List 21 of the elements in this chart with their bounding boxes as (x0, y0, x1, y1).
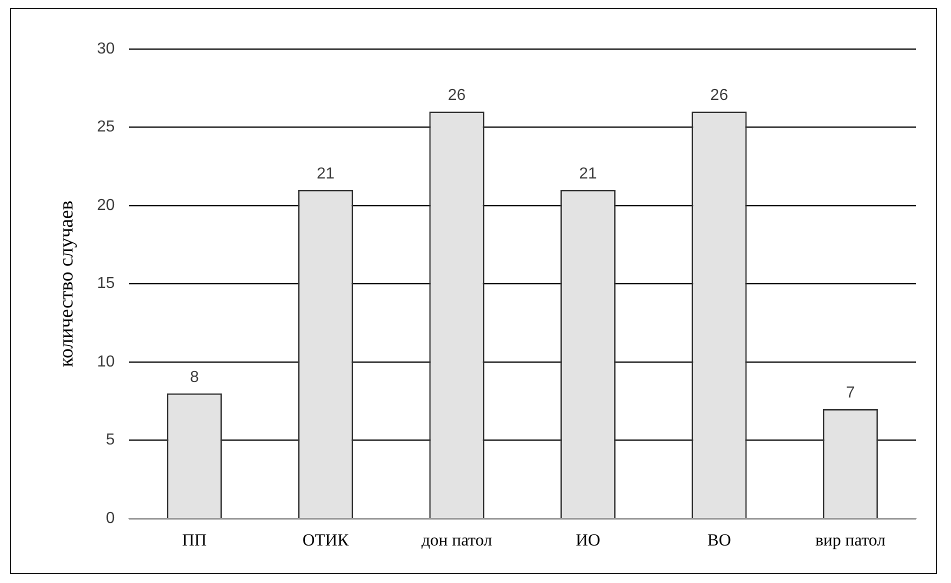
data-label: 26 (448, 87, 466, 104)
y-tick-label: 30 (97, 40, 115, 58)
chart-frame: количество случаев ПП ОТИК дон патол ИО ВО вир патол 0 5 10 15 20 25 30 8 21 26 21 26 7 (10, 8, 937, 574)
y-tick-label: 25 (97, 118, 115, 136)
x-tick-label: ИО (576, 530, 600, 550)
x-tick-label: ОТИК (302, 530, 350, 550)
y-axis-title: количество случаев (55, 200, 78, 368)
x-tick-label: вир патол (815, 530, 886, 550)
data-label: 26 (710, 87, 728, 104)
y-tick-label: 15 (97, 275, 115, 292)
x-tick-label: дон патол (421, 530, 493, 550)
y-tick-label: 10 (97, 353, 115, 370)
data-label: 8 (190, 368, 199, 386)
data-label: 21 (579, 165, 597, 182)
y-tick-label: 0 (106, 510, 115, 528)
x-tick-label: ВО (707, 530, 732, 550)
y-tick-label: 5 (106, 432, 115, 449)
y-tick-label: 20 (97, 196, 115, 214)
data-label: 21 (316, 165, 335, 182)
data-label: 7 (846, 384, 855, 402)
x-tick-label: ПП (182, 530, 207, 550)
